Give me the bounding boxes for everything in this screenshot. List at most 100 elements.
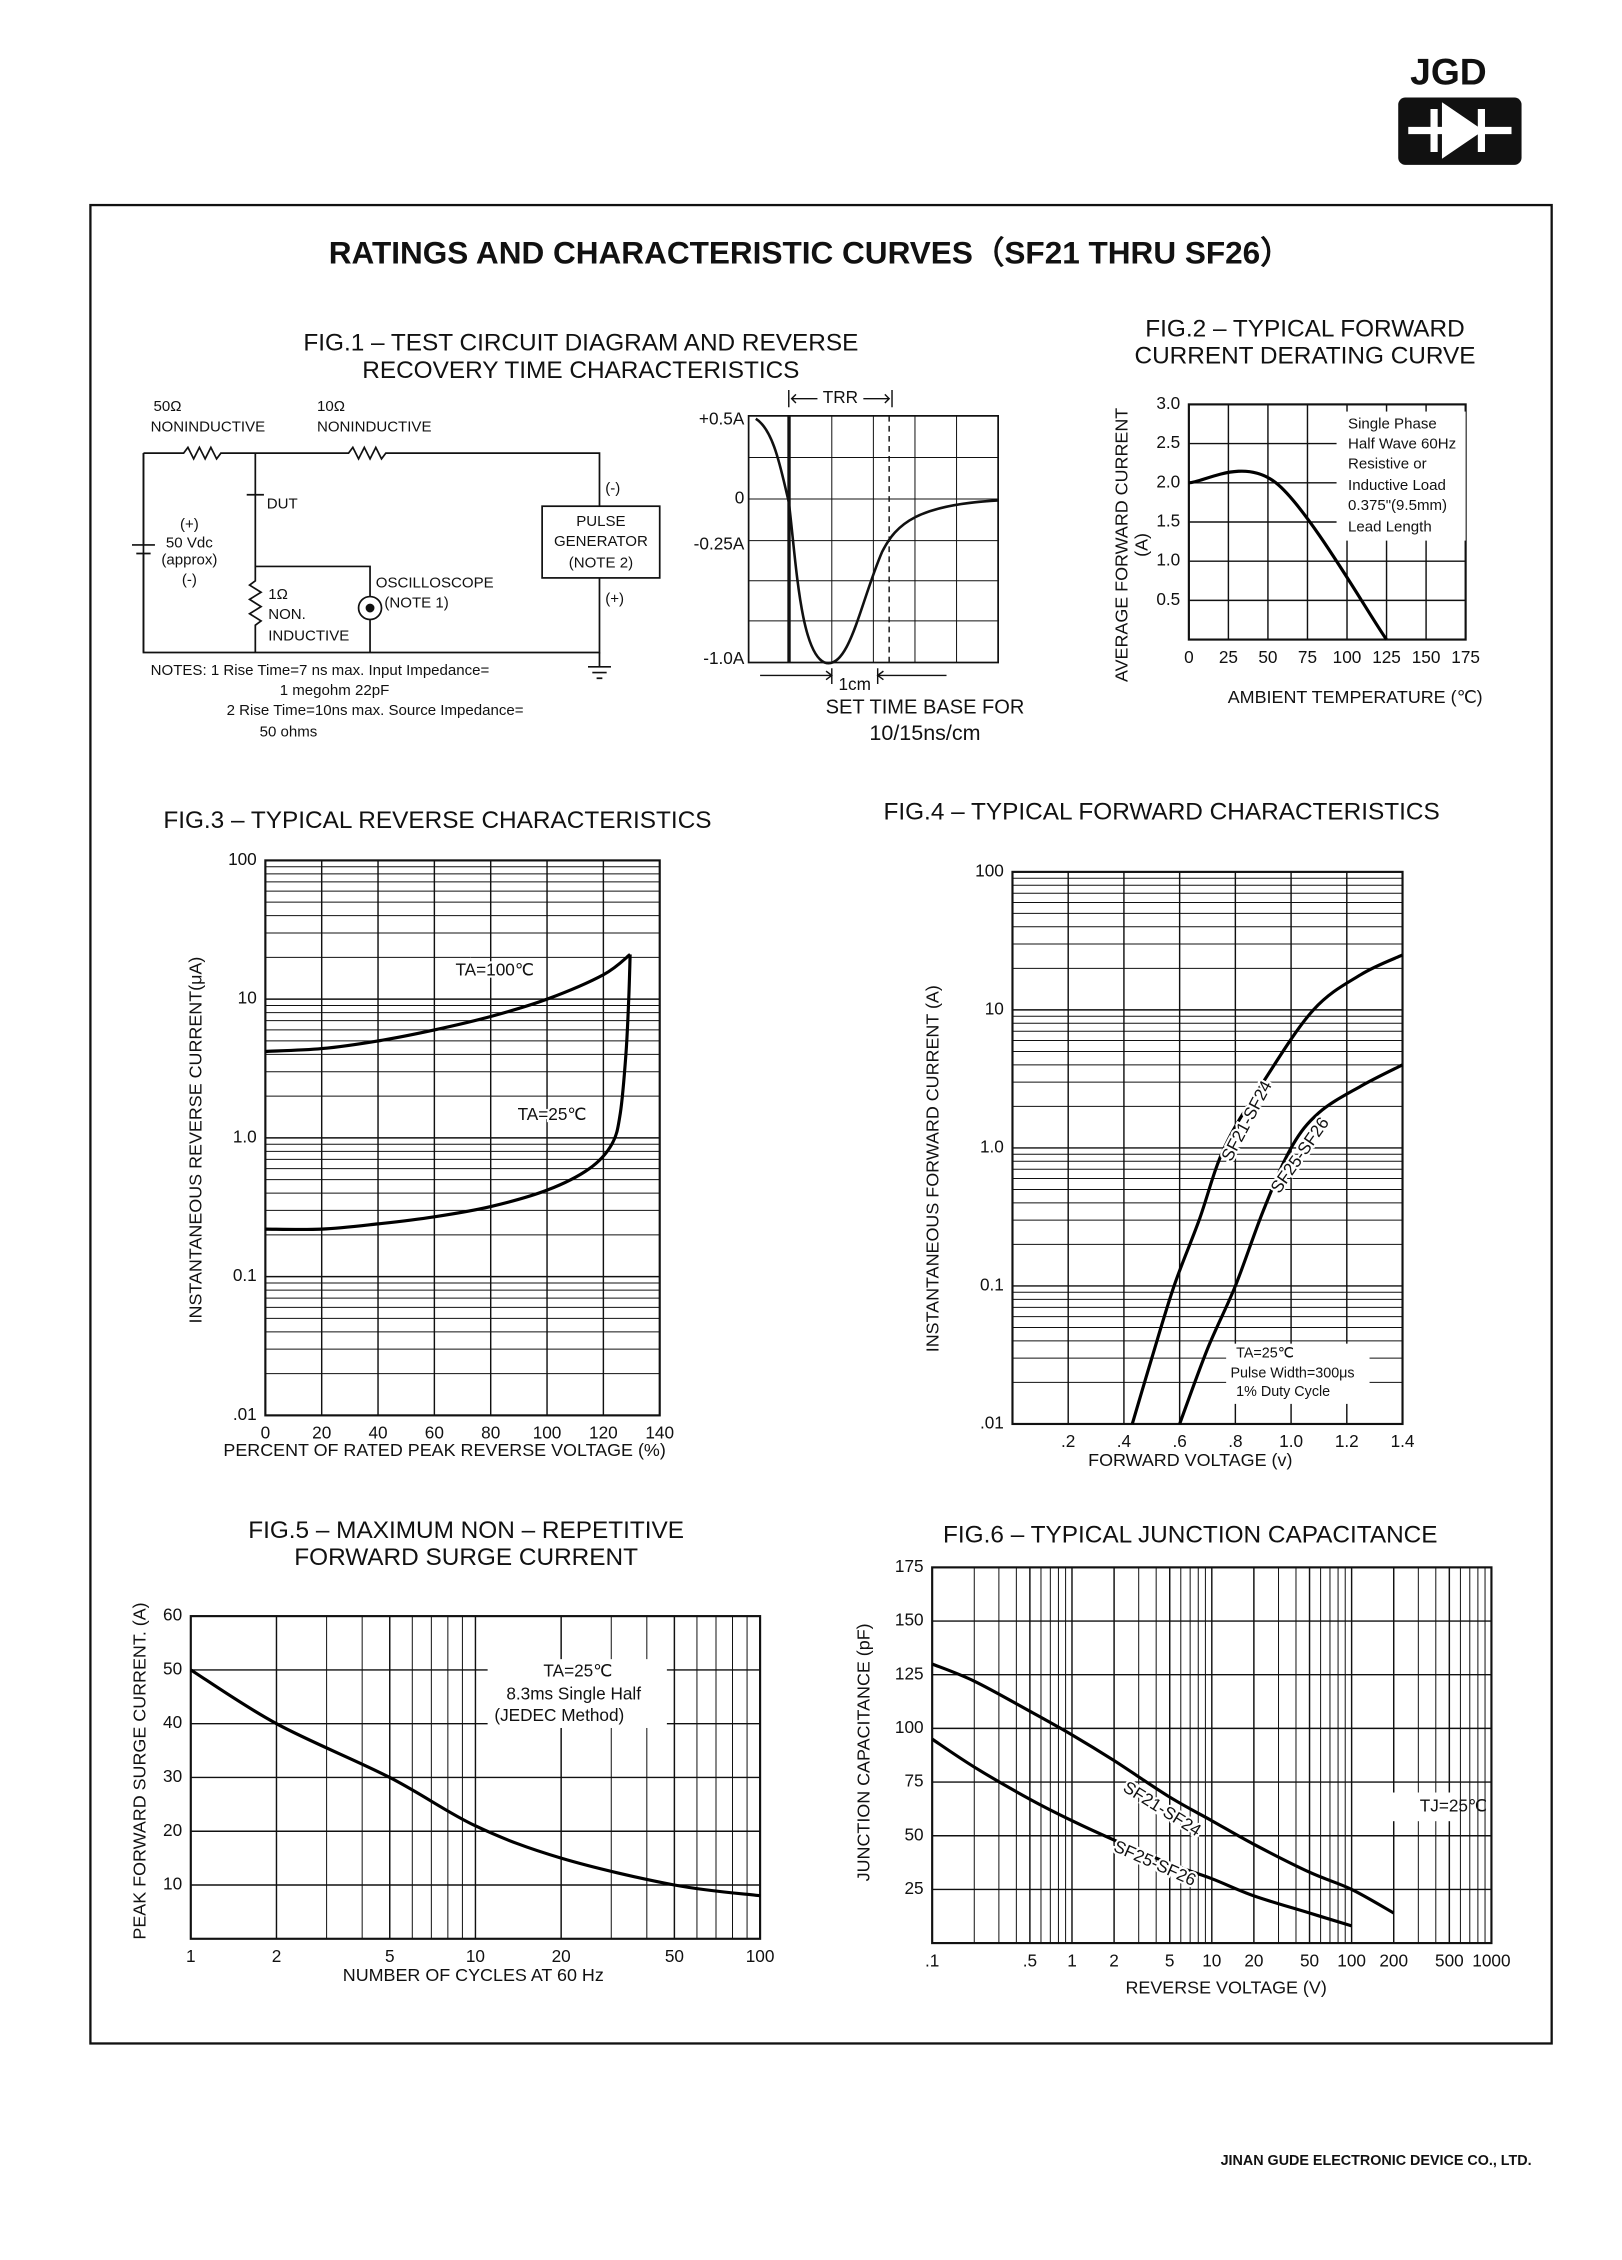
plot-frame: [264, 859, 661, 1417]
x-tick-label: 1: [186, 1946, 196, 1966]
x-tick-label: 200: [1379, 1950, 1408, 1970]
x-tick-label: .5: [1023, 1950, 1037, 1970]
ground: [588, 652, 611, 680]
x-axis-label: REVERSE VOLTAGE (V): [1125, 1978, 1326, 1998]
logo-diode: [1430, 102, 1485, 159]
y-tick-label: 50: [163, 1658, 182, 1678]
annotation: TA=25℃: [1236, 1345, 1294, 1361]
y-tick-label: .01: [233, 1404, 257, 1424]
y-tick-label: 1.0: [233, 1126, 257, 1146]
x-axis-label: AMBIENT TEMPERATURE (℃): [1228, 687, 1483, 707]
circuit-label: (NOTE 2): [569, 555, 633, 572]
circuit-label: 50 Vdc: [166, 534, 213, 551]
x-tick-label: 125: [1372, 647, 1401, 667]
x-tick-label: 5: [1165, 1950, 1175, 1970]
waveform-label: 1cm: [838, 674, 870, 694]
brand: JGD: [1410, 50, 1487, 92]
circuit-label: NONINDUCTIVE: [317, 418, 432, 435]
y-tick-label: 175: [895, 1556, 924, 1576]
x-tick-label: 75: [1298, 647, 1317, 667]
series-line: [1130, 953, 1404, 1425]
chart-title: FORWARD SURGE CURRENT: [294, 1544, 638, 1571]
oscilloscope-dot: [365, 603, 375, 613]
circuit-label: 10Ω: [317, 398, 345, 415]
series-line: [265, 954, 632, 1232]
x-tick-label: .6: [1172, 1431, 1186, 1451]
y-tick-label: 75: [904, 1771, 923, 1791]
y-tick-label: 100: [975, 860, 1004, 880]
annotation: TA=25℃: [543, 1661, 612, 1681]
x-tick-label: .8: [1228, 1431, 1242, 1451]
waveform-label: -0.25A: [694, 533, 745, 553]
series-line: [1178, 1063, 1404, 1425]
y-tick-label: 20: [163, 1820, 182, 1840]
trr-arrows: [788, 390, 893, 408]
annotation-box: [1383, 1792, 1459, 1822]
y-axis-label: INSTANTANEOUS REVERSE CURRENT(μA): [185, 957, 205, 1324]
circuit-label: NON.: [268, 606, 306, 623]
y-tick-label: 30: [163, 1766, 182, 1786]
circuit-label: (+): [605, 590, 624, 607]
x-tick-label: 150: [1412, 647, 1441, 667]
dut-branch: [246, 453, 371, 653]
note: 50 ohms: [260, 724, 318, 741]
waveform-label: -1.0A: [703, 648, 745, 668]
circuit-label: OSCILLOSCOPE: [376, 575, 494, 592]
y-tick-label: 25: [904, 1878, 923, 1898]
circuit-label: 1Ω: [268, 586, 288, 603]
series-line: [265, 953, 632, 1053]
y-tick-label: 150: [895, 1610, 924, 1630]
x-tick-label: 0: [261, 1423, 271, 1443]
x-axis-label: NUMBER OF CYCLES AT 60 Hz: [343, 1965, 604, 1985]
note: 2 Rise Time=10ns max. Source Impedance=: [227, 702, 524, 719]
annotation: Half Wave 60Hz: [1348, 436, 1456, 453]
circuit-label: INDUCTIVE: [268, 628, 349, 645]
time-base: 10/15ns/cm: [869, 721, 980, 745]
y-tick-label: 1.0: [1156, 550, 1180, 570]
annotation-box: [1336, 411, 1466, 541]
x-tick-label: 1: [1067, 1950, 1077, 1970]
note: NOTES: 1 Rise Time=7 ns max. Input Imped…: [151, 662, 490, 679]
x-tick-label: 140: [645, 1423, 674, 1443]
circuit-label: (NOTE 1): [384, 595, 448, 612]
y-tick-label: 100: [228, 849, 257, 869]
battery: [131, 453, 155, 653]
x-tick-label: 120: [589, 1423, 618, 1443]
waveform: [747, 390, 999, 685]
x-tick-label: 5: [385, 1946, 395, 1966]
y-axis-label: AVERAGE FORWARD CURRENT: [1112, 408, 1132, 682]
x-tick-label: 50: [1258, 647, 1277, 667]
plot-frame: [189, 1615, 762, 1940]
x-tick-label: 50: [665, 1946, 684, 1966]
annotation: Resistive or: [1348, 456, 1427, 473]
x-tick-label: 20: [552, 1946, 571, 1966]
y-tick-label: .01: [980, 1413, 1004, 1433]
x-tick-label: .2: [1061, 1431, 1075, 1451]
x-tick-label: 175: [1451, 647, 1480, 667]
annotation: Inductive Load: [1348, 477, 1446, 494]
y-tick-label: 0.1: [233, 1265, 257, 1285]
x-tick-label: .1: [925, 1950, 939, 1970]
x-tick-label: 2: [272, 1946, 282, 1966]
y-tick-label: 1.5: [1156, 511, 1180, 531]
x-tick-label: 20: [1244, 1950, 1263, 1970]
chart-title: FIG.5 – MAXIMUM NON – REPETITIVE: [248, 1517, 684, 1544]
page-border: [89, 203, 1553, 2045]
plot-frame: [931, 1566, 1493, 1945]
footer: JINAN GUDE ELECTRONIC DEVICE CO., LTD.: [1221, 2153, 1532, 2169]
y-tick-label: 50: [904, 1824, 923, 1844]
x-tick-label: 500: [1435, 1950, 1464, 1970]
y-axis-label: PEAK FORWARD SURGE CURRENT. (A): [129, 1602, 149, 1939]
y-tick-label: 60: [163, 1605, 182, 1625]
circuit-label: (+): [180, 516, 199, 533]
y-tick-label: 10: [238, 988, 257, 1008]
circuit-label: GENERATOR: [554, 533, 648, 550]
circuit-label: (-): [605, 480, 620, 497]
chart: [189, 1615, 762, 1940]
chart-title: FIG.2 – TYPICAL FORWARD: [1145, 315, 1464, 342]
plot-frame: [1011, 870, 1404, 1426]
series-label: TA=25℃: [518, 1104, 587, 1124]
series-line: [931, 1662, 1395, 1915]
x-tick-label: 2: [1109, 1950, 1119, 1970]
